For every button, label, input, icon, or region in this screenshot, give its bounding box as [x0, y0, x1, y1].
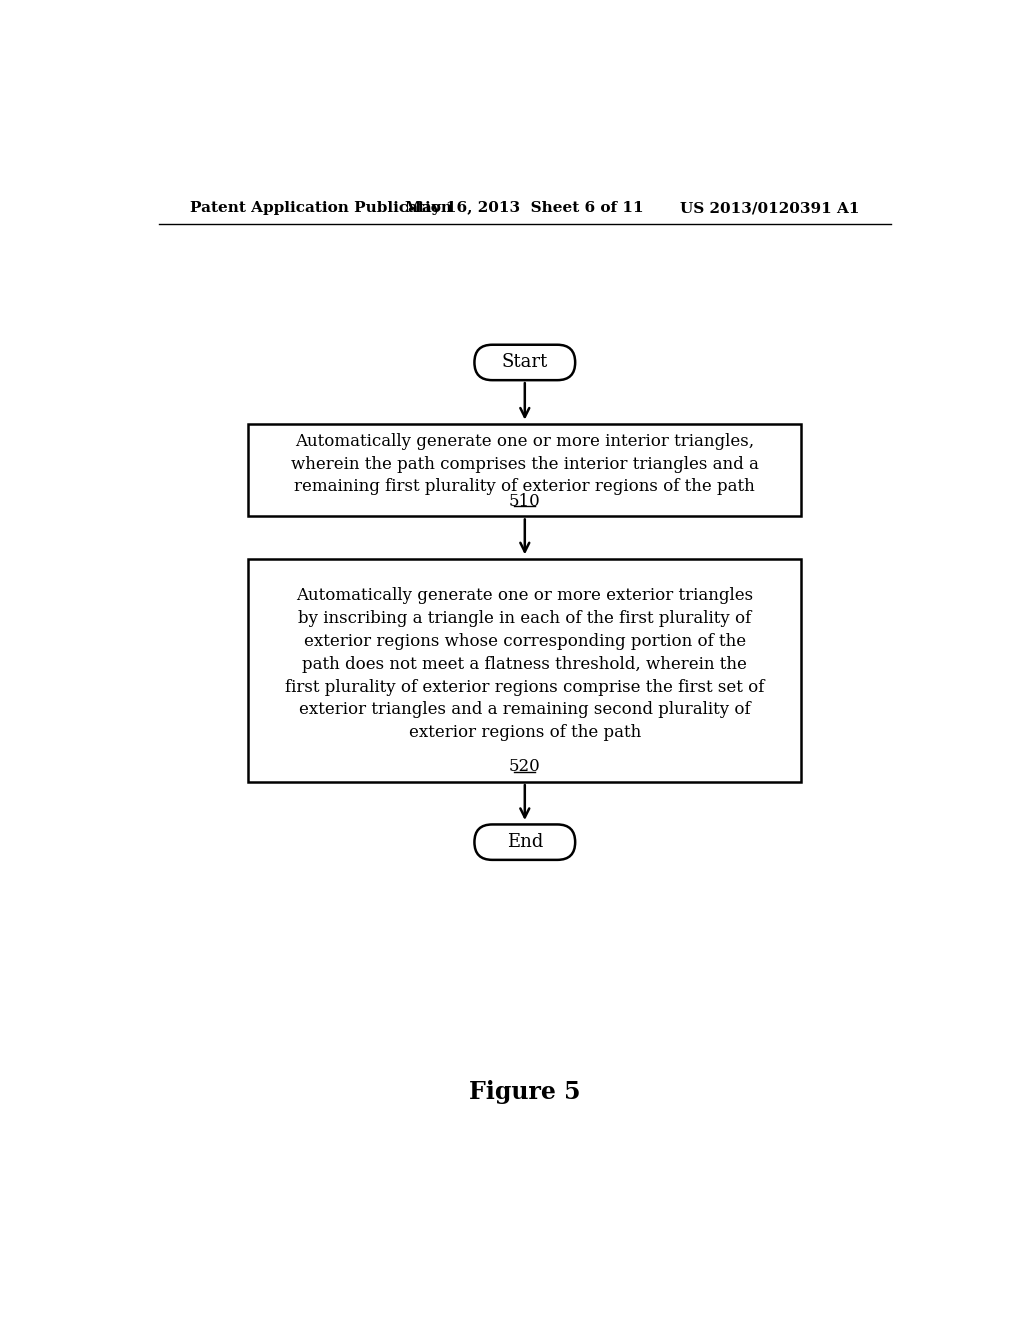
Text: May 16, 2013  Sheet 6 of 11: May 16, 2013 Sheet 6 of 11 [406, 202, 644, 215]
Text: Automatically generate one or more exterior triangles
by inscribing a triangle i: Automatically generate one or more exter… [285, 587, 765, 742]
Text: End: End [507, 833, 543, 851]
FancyBboxPatch shape [474, 345, 575, 380]
Text: 520: 520 [509, 758, 541, 775]
Text: Figure 5: Figure 5 [469, 1080, 581, 1104]
FancyBboxPatch shape [474, 825, 575, 859]
Text: Patent Application Publication: Patent Application Publication [190, 202, 452, 215]
Text: Automatically generate one or more interior triangles,
wherein the path comprise: Automatically generate one or more inter… [291, 433, 759, 495]
Text: US 2013/0120391 A1: US 2013/0120391 A1 [680, 202, 859, 215]
Bar [248, 558, 802, 781]
Text: Start: Start [502, 354, 548, 371]
Bar [248, 424, 802, 516]
Text: 510: 510 [509, 492, 541, 510]
